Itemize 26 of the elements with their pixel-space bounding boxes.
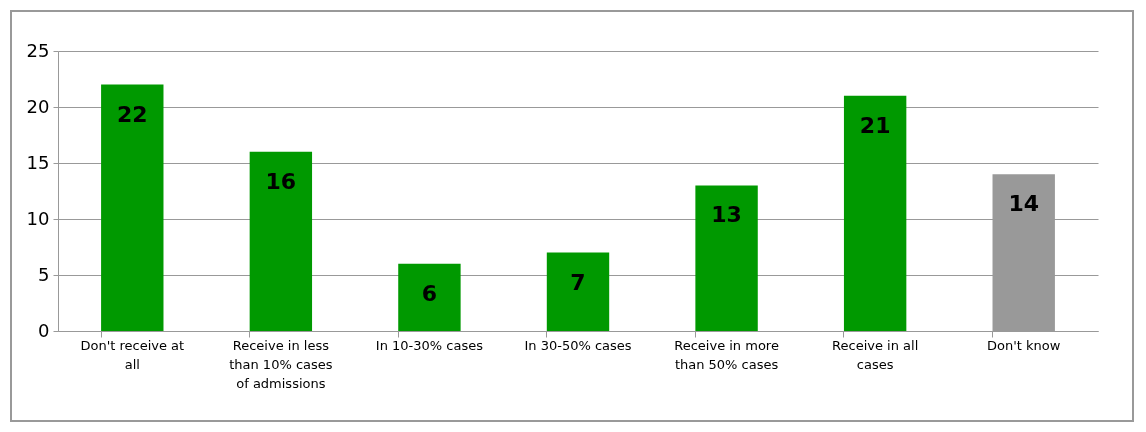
x-tick-label: In 30-50% cases [524,337,632,353]
bar [101,84,164,331]
x-tick-label: In 10-30% cases [375,337,484,353]
bar [398,263,461,331]
y-tick-label: 5 [38,263,50,285]
x-tick-label: Don't know [987,337,1061,353]
data-label: 7 [570,269,586,295]
data-label: 13 [711,202,742,228]
x-tick-label: Don't receive at all [80,337,185,372]
data-label: 21 [859,112,891,138]
bar [843,95,907,331]
data-label: 6 [421,280,438,306]
y-tick-label: 15 [26,151,50,173]
data-label: 16 [265,168,297,194]
x-tick-label: Receive in all cases [832,337,919,372]
y-tick-label: 10 [26,207,50,229]
x-tick-label: Receive in less than 10% cases of admissions [229,337,333,391]
data-label: 14 [1008,191,1040,217]
bar [546,252,610,331]
data-label: 22 [116,101,148,127]
x-tick-label: Receive in more than 50% cases [674,337,779,372]
bar [249,151,313,331]
y-tick-label: 0 [38,319,50,341]
y-tick-label: 25 [26,39,50,61]
y-tick-label: 20 [26,95,50,117]
bar [695,185,758,331]
